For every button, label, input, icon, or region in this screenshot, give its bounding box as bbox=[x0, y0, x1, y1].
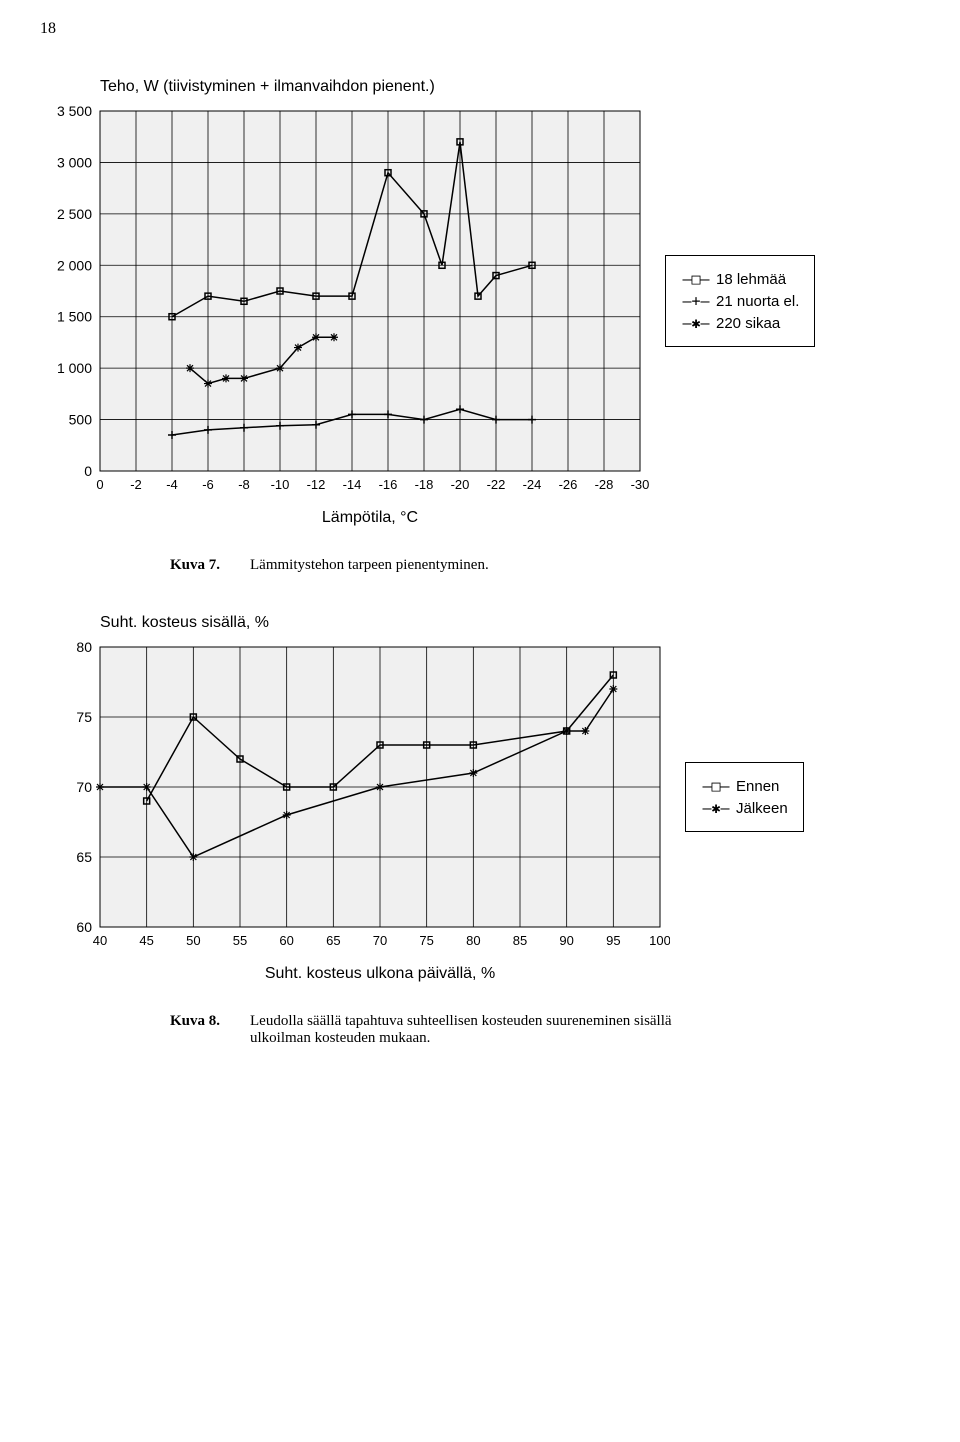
svg-text:-28: -28 bbox=[595, 477, 614, 492]
svg-text:50: 50 bbox=[186, 933, 200, 948]
svg-text:-16: -16 bbox=[379, 477, 398, 492]
legend-item: —✱—220 sikaa bbox=[681, 314, 799, 332]
svg-text:70: 70 bbox=[76, 779, 92, 795]
chart-1-svg: 0 500 1 000 1 500 2 000 2 500 3 000 3 500 0 -2 -4 -… bbox=[40, 101, 650, 501]
caption-2: Kuva 8. Leudolla säällä tapahtuva suhtee… bbox=[170, 1013, 920, 1047]
svg-text:40: 40 bbox=[93, 933, 107, 948]
svg-text:-10: -10 bbox=[271, 477, 290, 492]
svg-text:-24: -24 bbox=[523, 477, 542, 492]
legend-item: —✱—Jälkeen bbox=[701, 799, 788, 817]
svg-text:60: 60 bbox=[76, 919, 92, 935]
svg-text:-12: -12 bbox=[307, 477, 326, 492]
chart-2-legend: —□—Ennen —✱—Jälkeen bbox=[685, 762, 804, 832]
svg-text:500: 500 bbox=[69, 412, 93, 428]
svg-text:3 000: 3 000 bbox=[57, 154, 92, 170]
chart-1-title: Teho, W (tiivistyminen + ilmanvaihdon pi… bbox=[100, 78, 920, 96]
svg-text:-18: -18 bbox=[415, 477, 434, 492]
svg-text:2 000: 2 000 bbox=[57, 257, 92, 273]
svg-text:-8: -8 bbox=[238, 477, 250, 492]
svg-text:0: 0 bbox=[96, 477, 103, 492]
svg-text:70: 70 bbox=[373, 933, 387, 948]
chart-1-legend: —□—18 lehmää —+—21 nuorta el. —✱—220 sikaa bbox=[665, 255, 815, 347]
caption-1-text: Lämmitystehon tarpeen pienentyminen. bbox=[250, 557, 489, 574]
svg-text:-6: -6 bbox=[202, 477, 214, 492]
svg-text:80: 80 bbox=[76, 639, 92, 655]
svg-text:60: 60 bbox=[279, 933, 293, 948]
svg-text:-4: -4 bbox=[166, 477, 178, 492]
svg-text:3 500: 3 500 bbox=[57, 103, 92, 119]
svg-text:-26: -26 bbox=[559, 477, 578, 492]
page-number: 18 bbox=[40, 20, 920, 38]
svg-text:75: 75 bbox=[419, 933, 433, 948]
caption-1-key: Kuva 7. bbox=[170, 557, 220, 574]
svg-text:95: 95 bbox=[606, 933, 620, 948]
svg-text:65: 65 bbox=[76, 849, 92, 865]
legend-item: —□—Ennen bbox=[701, 777, 788, 795]
chart-2-title: Suht. kosteus sisällä, % bbox=[100, 614, 920, 632]
legend-item: —□—18 lehmää bbox=[681, 270, 799, 288]
chart-2-svg: 60 65 70 75 80 40 45 50 55 60 65 70 75 80 85 90 95 100 bbox=[40, 637, 670, 957]
svg-text:-20: -20 bbox=[451, 477, 470, 492]
svg-text:80: 80 bbox=[466, 933, 480, 948]
svg-text:75: 75 bbox=[76, 709, 92, 725]
caption-2-text: Leudolla säällä tapahtuva suhteellisen k… bbox=[250, 1013, 730, 1047]
svg-text:85: 85 bbox=[513, 933, 527, 948]
svg-text:90: 90 bbox=[559, 933, 573, 948]
svg-text:2 500: 2 500 bbox=[57, 206, 92, 222]
svg-text:-22: -22 bbox=[487, 477, 506, 492]
svg-text:100: 100 bbox=[649, 933, 670, 948]
chart-1: Teho, W (tiivistyminen + ilmanvaihdon pi… bbox=[40, 78, 920, 527]
svg-text:45: 45 bbox=[139, 933, 153, 948]
chart-2-xlabel: Suht. kosteus ulkona päivällä, % bbox=[100, 965, 660, 983]
svg-text:-30: -30 bbox=[631, 477, 650, 492]
legend-item: —+—21 nuorta el. bbox=[681, 292, 799, 310]
svg-text:1 500: 1 500 bbox=[57, 309, 92, 325]
svg-text:-14: -14 bbox=[343, 477, 362, 492]
svg-text:65: 65 bbox=[326, 933, 340, 948]
chart-1-xlabel: Lämpötila, °C bbox=[100, 509, 640, 527]
svg-text:0: 0 bbox=[84, 463, 92, 479]
caption-2-key: Kuva 8. bbox=[170, 1013, 220, 1047]
chart-2: Suht. kosteus sisällä, % 60 65 70 75 80 40 45 5… bbox=[40, 614, 920, 983]
svg-text:-2: -2 bbox=[130, 477, 142, 492]
svg-text:1 000: 1 000 bbox=[57, 360, 92, 376]
caption-1: Kuva 7. Lämmitystehon tarpeen pienentymi… bbox=[170, 557, 920, 574]
svg-text:55: 55 bbox=[233, 933, 247, 948]
